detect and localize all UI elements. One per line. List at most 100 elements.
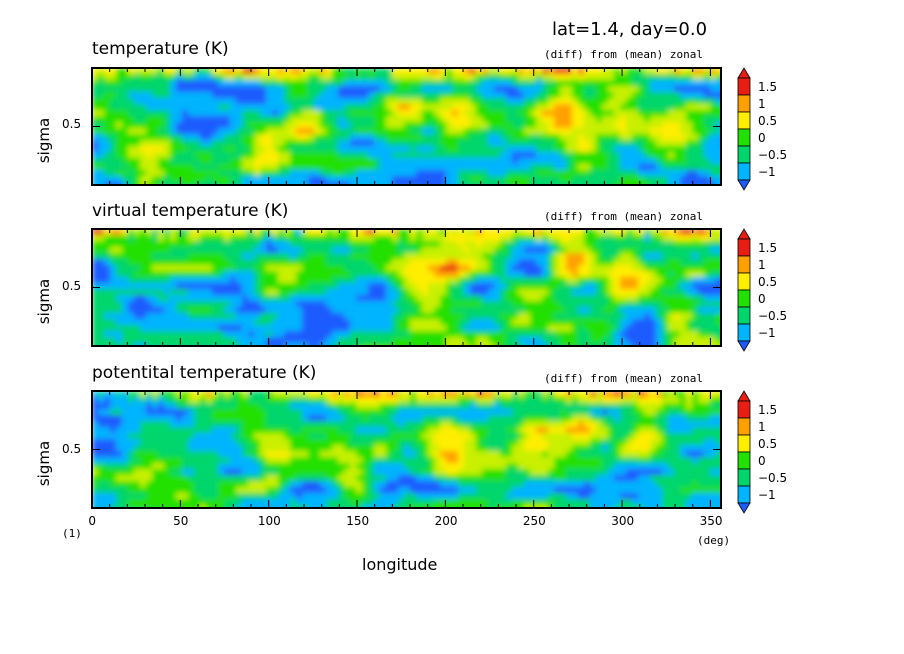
heatmap-cell: [284, 271, 291, 278]
heatmap-cell: [710, 391, 717, 398]
heatmap-cell: [218, 146, 225, 153]
heatmap-cell: [206, 349, 213, 356]
heatmap-cell: [260, 152, 267, 159]
heatmap-cell: [98, 152, 105, 159]
heatmap-cell: [626, 122, 633, 129]
heatmap-cell: [656, 331, 663, 338]
heatmap-cell: [230, 277, 237, 284]
heatmap-cell: [350, 289, 357, 296]
heatmap-cell: [308, 313, 315, 320]
heatmap-cell: [146, 277, 153, 284]
heatmap-cell: [584, 188, 591, 195]
heatmap-cell: [656, 241, 663, 248]
heatmap-cell: [566, 80, 573, 87]
heatmap-cell: [422, 182, 429, 185]
heatmap-cell: [116, 337, 123, 344]
heatmap-cell: [656, 301, 663, 308]
heatmap-cell: [596, 110, 603, 117]
heatmap-cell: [530, 110, 537, 117]
heatmap-cell: [488, 289, 495, 296]
heatmap-cell: [122, 188, 129, 195]
heatmap-cell: [566, 110, 573, 117]
heatmap-cell: [176, 403, 183, 410]
heatmap-cell: [176, 110, 183, 117]
heatmap-cell: [338, 253, 345, 260]
heatmap-cell: [626, 343, 633, 346]
heatmap-cell: [176, 92, 183, 99]
heatmap-cell: [674, 283, 681, 290]
heatmap-cell: [326, 295, 333, 302]
heatmap-cell: [632, 128, 639, 135]
heatmap-cell: [380, 128, 387, 135]
heatmap-cell: [98, 74, 105, 81]
heatmap-cell: [398, 331, 405, 338]
heatmap-cell: [164, 241, 171, 248]
heatmap-cell: [542, 146, 549, 153]
heatmap-cell: [236, 74, 243, 81]
heatmap-cell: [122, 409, 129, 416]
heatmap-cell: [206, 343, 213, 346]
heatmap-cell: [518, 337, 525, 344]
heatmap-cell: [386, 146, 393, 153]
heatmap-panel: [91, 67, 722, 195]
heatmap-cell: [356, 289, 363, 296]
heatmap-cell: [296, 176, 303, 183]
heatmap-cell: [476, 152, 483, 159]
heatmap-cell: [122, 235, 129, 242]
heatmap-cell: [362, 110, 369, 117]
heatmap-cell: [626, 176, 633, 183]
heatmap-cell: [368, 170, 375, 177]
heatmap-cell: [470, 68, 477, 75]
heatmap-cell: [146, 295, 153, 302]
heatmap-cell: [260, 247, 267, 254]
heatmap-cell: [458, 188, 465, 195]
heatmap-cell: [242, 403, 249, 410]
heatmap-cell: [242, 134, 249, 141]
heatmap-cell: [398, 152, 405, 159]
heatmap-cell: [536, 391, 543, 398]
heatmap-cell: [440, 122, 447, 129]
heatmap-cell: [686, 170, 693, 177]
heatmap-cell: [98, 313, 105, 320]
heatmap-cell: [212, 164, 219, 171]
heatmap-cell: [476, 247, 483, 254]
heatmap-cell: [578, 134, 585, 141]
heatmap-cell: [488, 134, 495, 141]
heatmap-cell: [332, 146, 339, 153]
heatmap-cell: [332, 253, 339, 260]
heatmap-cell: [344, 86, 351, 93]
heatmap-cell: [464, 104, 471, 111]
heatmap-cell: [212, 295, 219, 302]
heatmap-cell: [134, 116, 141, 123]
heatmap-cell: [452, 146, 459, 153]
heatmap-cell: [710, 146, 717, 153]
heatmap-cell: [434, 182, 441, 185]
heatmap-cell: [158, 307, 165, 314]
heatmap-cell: [638, 271, 645, 278]
heatmap-cell: [170, 188, 177, 195]
heatmap-cell: [548, 152, 555, 159]
heatmap-cell: [122, 86, 129, 93]
heatmap-cell: [716, 86, 721, 93]
heatmap-cell: [98, 307, 105, 314]
heatmap-cell: [428, 253, 435, 260]
heatmap-cell: [458, 409, 465, 416]
heatmap-cell: [686, 146, 693, 153]
heatmap-cell: [224, 409, 231, 416]
heatmap-cell: [542, 116, 549, 123]
heatmap-cell: [146, 188, 153, 195]
heatmap-cell: [644, 235, 651, 242]
heatmap-cell: [674, 116, 681, 123]
heatmap-cell: [512, 122, 519, 129]
heatmap-cell: [134, 74, 141, 81]
heatmap-cell: [146, 140, 153, 147]
heatmap-cell: [140, 68, 147, 75]
heatmap-cell: [716, 319, 721, 326]
heatmap-cell: [482, 289, 489, 296]
heatmap-cell: [500, 289, 507, 296]
heatmap-cell: [284, 277, 291, 284]
heatmap-cell: [254, 283, 261, 290]
heatmap-cell: [518, 343, 525, 346]
heatmap-cell: [680, 349, 687, 356]
heatmap-cell: [668, 397, 675, 404]
